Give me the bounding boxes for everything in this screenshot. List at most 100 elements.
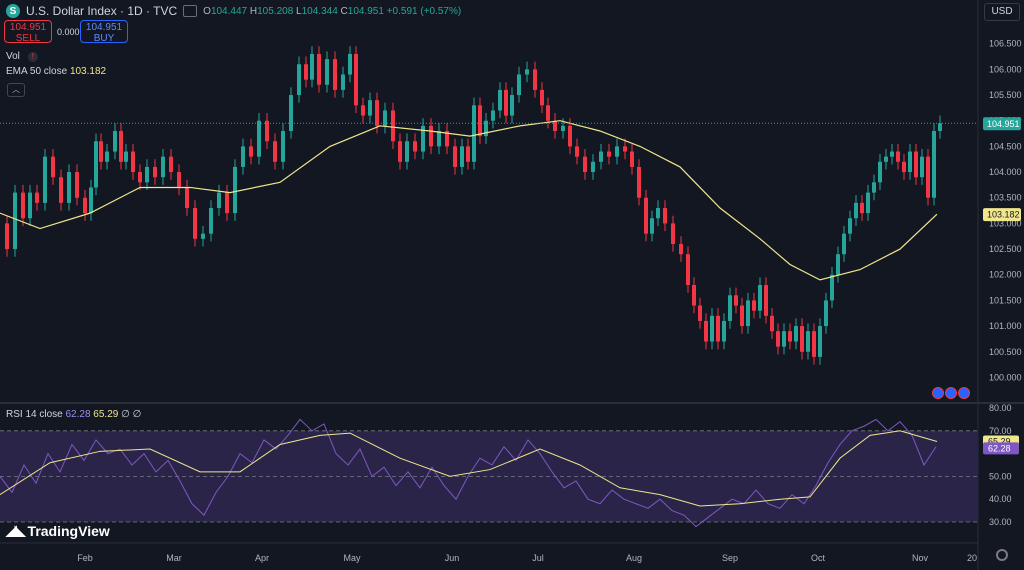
rsi-series — [0, 418, 938, 528]
rsi-ma-polyline — [0, 430, 938, 507]
candle-body — [722, 320, 726, 342]
candle-body — [94, 141, 98, 188]
candle-body — [878, 161, 882, 183]
candle-body — [217, 192, 221, 208]
price-tick-label: 102.500 — [989, 244, 1022, 254]
candle-body — [153, 166, 157, 178]
buy-label: BUY — [93, 33, 115, 44]
candle-body — [782, 331, 786, 347]
price-tick-label: 104.000 — [989, 167, 1022, 177]
rsi-tick-label: 50.00 — [989, 471, 1012, 481]
candle-body — [177, 172, 181, 188]
candle-body — [59, 177, 63, 203]
candle-body — [75, 172, 79, 198]
compare-icon[interactable] — [183, 5, 198, 17]
candle-body — [764, 285, 768, 316]
event-flag-icon[interactable] — [958, 387, 970, 399]
buy-price: 104.951 — [85, 22, 123, 33]
rsi-band — [0, 430, 978, 523]
price-tick-label: 105.500 — [989, 90, 1022, 100]
spread-value: 0.000 — [57, 27, 80, 37]
candle-body — [615, 146, 619, 157]
rsi-tick-label: 80.00 — [989, 403, 1012, 413]
candle-body — [630, 151, 634, 167]
candle-body — [51, 156, 55, 178]
ema-price-label: 103.182 — [987, 210, 1020, 220]
candle-body — [28, 192, 32, 219]
price-tick-label: 100.500 — [989, 347, 1022, 357]
candle-body — [233, 166, 237, 214]
candle-body — [510, 95, 514, 116]
candle-body — [472, 105, 476, 162]
candle-body — [540, 89, 544, 106]
event-flag-icon[interactable] — [945, 387, 957, 399]
candle-body — [35, 192, 39, 203]
candle-body — [281, 130, 285, 162]
candle-body — [546, 105, 550, 121]
event-flag-icon[interactable] — [932, 387, 944, 399]
candle-body — [728, 295, 732, 321]
candle-body — [812, 331, 816, 357]
price-tick-label: 102.000 — [989, 270, 1022, 280]
time-tick-label: Oct — [811, 553, 826, 563]
candle-body — [698, 305, 702, 321]
candle-body — [533, 69, 537, 90]
candle-body — [498, 89, 502, 111]
price-axis[interactable]: 106.500106.000105.500105.000104.500104.0… — [983, 39, 1022, 527]
currency-selector[interactable]: USD — [984, 3, 1020, 21]
symbol-icon[interactable]: S — [6, 4, 20, 18]
candle-body — [656, 208, 660, 219]
candle-body — [679, 243, 683, 255]
ema-legend[interactable]: EMA 50 close 103.182 — [6, 66, 106, 77]
price-tick-label: 101.500 — [989, 295, 1022, 305]
candle-body — [575, 146, 579, 157]
candle-body — [752, 300, 756, 311]
price-tick-label: 100.000 — [989, 372, 1022, 382]
hidden-eye-icon[interactable]: ! — [27, 51, 38, 62]
candle-body — [453, 146, 457, 167]
candle-body — [836, 254, 840, 275]
candle-body — [599, 151, 603, 162]
symbol-header: S U.S. Dollar Index · 1D · TVC O104.447 … — [6, 4, 461, 18]
candle-body — [824, 300, 828, 327]
symbol-title[interactable]: U.S. Dollar Index · 1D · TVC — [26, 4, 178, 18]
candle-body — [830, 274, 834, 301]
sell-button[interactable]: 104.951 SELL — [4, 20, 52, 44]
ema-value: 103.182 — [69, 66, 107, 77]
settings-gear-icon[interactable] — [996, 549, 1008, 561]
candle-body — [460, 146, 464, 167]
candle-body — [650, 218, 654, 234]
rsi-value: 62.28 — [65, 409, 91, 420]
event-markers — [932, 387, 970, 399]
time-tick-label: Jul — [532, 553, 544, 563]
candle-body — [445, 130, 449, 147]
price-change: +0.591 (+0.57%) — [386, 5, 462, 17]
price-tick-label: 106.000 — [989, 64, 1022, 74]
candle-body — [740, 305, 744, 327]
candle-body — [354, 53, 358, 106]
candle-body — [866, 192, 870, 214]
volume-indicator[interactable]: Vol ! — [6, 51, 38, 62]
candle-body — [896, 151, 900, 162]
candle-body — [583, 156, 587, 173]
candle-body — [225, 192, 229, 214]
candle-body — [265, 120, 269, 142]
time-tick-label: Feb — [77, 553, 93, 563]
candle-body — [249, 146, 253, 157]
rsi-ma-badge-label: 65.29 — [988, 437, 1011, 447]
candle-body — [671, 223, 675, 244]
candle-body — [902, 161, 906, 173]
rsi-band-fill — [0, 430, 978, 522]
buy-button[interactable]: 104.951 BUY — [80, 20, 128, 44]
candle-body — [421, 125, 425, 152]
rsi-extra: ∅ ∅ — [121, 409, 142, 420]
candle-body — [138, 172, 142, 183]
candle-body — [914, 151, 918, 178]
tradingview-logo[interactable]: ◢◣ TradingView — [6, 522, 110, 539]
candle-body — [169, 156, 173, 173]
collapse-chevron-icon[interactable]: ︿ — [7, 83, 25, 97]
time-axis[interactable]: Feb Mar Apr May Jun Jul Aug Sep Oct Nov 20 — [77, 553, 977, 563]
candle-body — [710, 315, 714, 342]
rsi-legend[interactable]: RSI 14 close 62.28 65.29 ∅ ∅ — [6, 409, 141, 420]
